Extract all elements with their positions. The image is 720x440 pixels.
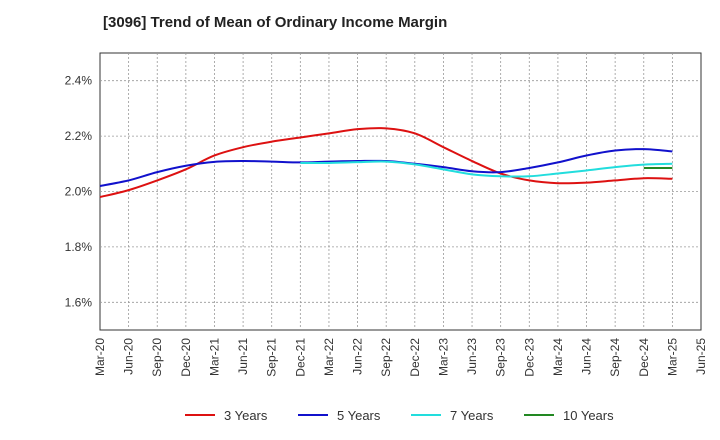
y-tick-label: 1.6% — [65, 295, 93, 309]
x-tick-label: Jun-21 — [236, 338, 250, 375]
legend-label-5-years: 5 Years — [337, 408, 381, 423]
x-tick-label: Dec-22 — [408, 338, 422, 377]
x-tick-label: Mar-21 — [207, 338, 221, 376]
y-tick-label: 2.0% — [65, 185, 93, 199]
x-tick-label: Jun-24 — [580, 338, 594, 375]
x-tick-label: Mar-25 — [665, 338, 679, 376]
x-tick-label: Sep-24 — [608, 338, 622, 377]
x-tick-label: Mar-20 — [93, 338, 107, 376]
grid-lines — [100, 53, 701, 330]
series-line-7-years — [300, 160, 673, 178]
series-lines — [99, 127, 673, 199]
x-tick-label: Sep-20 — [150, 338, 164, 377]
x-tick-label: Jun-22 — [351, 338, 365, 375]
x-tick-label: Sep-22 — [379, 338, 393, 377]
x-axis-ticks: Mar-20 Jun-20 Sep-20 Dec-20 Mar-21 Jun-21 Sep-… — [93, 338, 708, 377]
x-tick-label: Jun-23 — [465, 338, 479, 375]
legend-label-3-years: 3 Years — [224, 408, 268, 423]
x-tick-label: Dec-20 — [179, 338, 193, 377]
x-tick-label: Mar-23 — [436, 338, 450, 376]
x-tick-label: Sep-23 — [494, 338, 508, 377]
chart-title: [3096] Trend of Mean of Ordinary Income … — [103, 14, 448, 31]
legend: 3 Years 5 Years 7 Years 10 Years — [185, 408, 614, 423]
y-tick-label: 1.8% — [65, 240, 93, 254]
legend-label-7-years: 7 Years — [450, 408, 494, 423]
legend-label-10-years: 10 Years — [563, 408, 614, 423]
x-tick-label: Jun-20 — [122, 338, 136, 375]
y-tick-label: 2.2% — [65, 129, 93, 143]
x-tick-label: Mar-22 — [322, 338, 336, 376]
x-tick-label: Dec-24 — [637, 338, 651, 377]
x-tick-label: Jun-25 — [694, 338, 708, 375]
x-tick-label: Dec-23 — [522, 338, 536, 377]
x-tick-label: Sep-21 — [265, 338, 279, 377]
y-tick-label: 2.4% — [65, 74, 93, 88]
y-axis-ticks: 1.6% 1.8% 2.0% 2.2% 2.4% — [65, 74, 93, 310]
x-tick-label: Mar-24 — [551, 338, 565, 376]
x-tick-label: Dec-21 — [293, 338, 307, 377]
